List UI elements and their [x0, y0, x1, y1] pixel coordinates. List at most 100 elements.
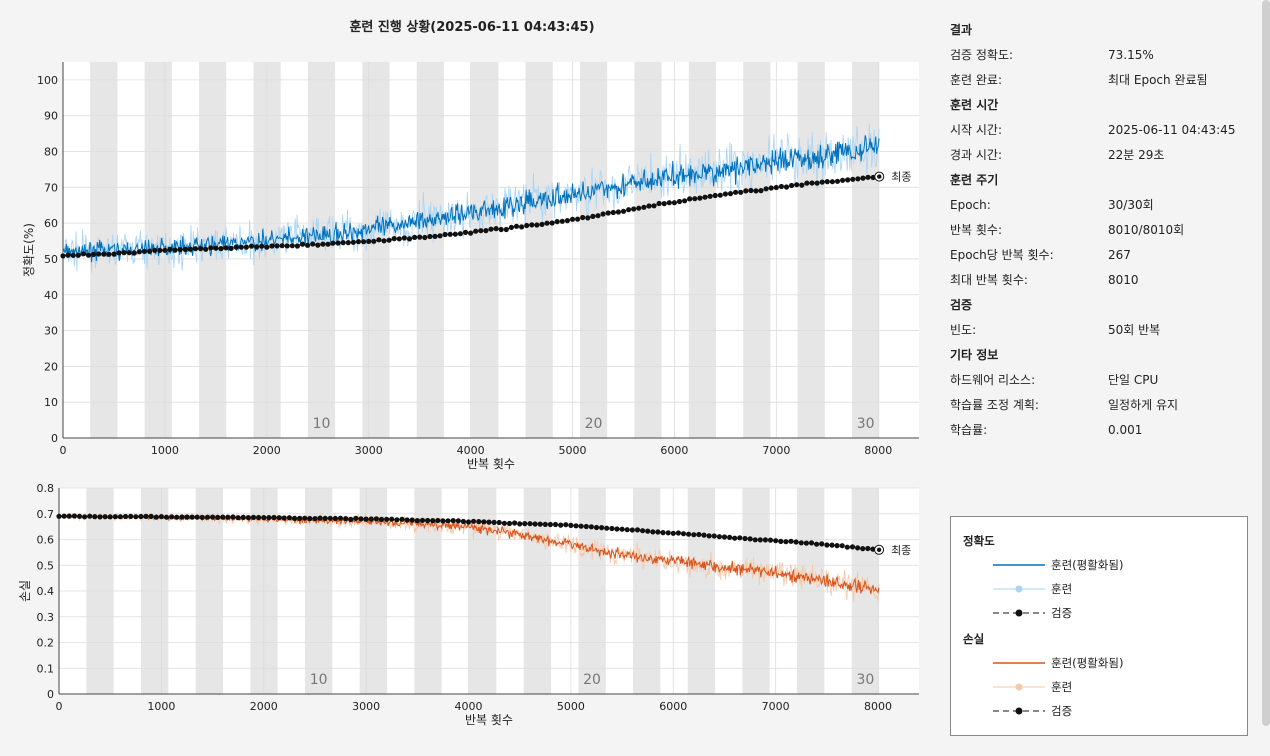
validation-point: [384, 516, 390, 522]
validation-point: [615, 209, 622, 215]
validation-point: [697, 195, 703, 201]
epoch-label: 10: [310, 672, 328, 688]
validation-point: [61, 513, 67, 519]
validation-point: [148, 513, 154, 520]
summary-row-lr-schedule: 학습률 조정 계획: 일정하게 유지: [950, 397, 1250, 413]
epoch-band: [579, 62, 608, 438]
validation-point: [544, 220, 550, 226]
summary-label: 반복 횟수:: [950, 223, 1003, 237]
validation-point: [276, 515, 282, 521]
validation-point: [712, 192, 718, 199]
validation-point: [437, 233, 443, 239]
validation-point: [717, 192, 723, 198]
validation-point: [179, 514, 185, 520]
validation-point: [376, 237, 382, 243]
validation-point: [85, 252, 92, 258]
summary-label: 하드웨어 리소스:: [950, 373, 1036, 387]
validation-point: [865, 174, 871, 180]
validation-point: [631, 206, 637, 212]
validation-point: [493, 226, 499, 232]
summary-value: 단일 CPU: [1108, 373, 1159, 387]
validation-point: [542, 521, 548, 528]
validation-point: [855, 545, 861, 551]
validation-point: [468, 230, 474, 236]
validation-point: [440, 518, 446, 524]
validation-point: [97, 514, 103, 520]
validation-point: [322, 515, 328, 522]
validation-point: [829, 542, 835, 548]
validation-point: [666, 200, 672, 206]
y-tick-label: 0.7: [37, 508, 55, 521]
validation-point: [656, 200, 662, 207]
validation-point: [106, 251, 112, 257]
validation-point: [547, 521, 554, 528]
validation-point: [476, 519, 482, 525]
summary-label: Epoch:: [950, 198, 991, 212]
series-train-raw: [62, 124, 880, 273]
validation-point: [491, 519, 497, 526]
validation-point: [758, 188, 764, 194]
validation-point: [182, 246, 188, 252]
validation-point: [269, 243, 275, 249]
validation-point: [66, 513, 72, 519]
validation-point: [752, 537, 758, 543]
validation-point: [172, 247, 178, 253]
validation-point: [722, 191, 729, 197]
y-tick-label: 30: [44, 325, 58, 338]
validation-point: [245, 515, 251, 521]
validation-point: [152, 247, 158, 253]
y-tick-label: 90: [44, 110, 58, 123]
validation-point: [163, 514, 170, 520]
x-tick-label: 8000: [864, 700, 892, 713]
validation-point: [682, 198, 688, 204]
final-label: 최종: [891, 171, 911, 184]
validation-point: [559, 218, 565, 224]
validation-point: [675, 530, 682, 536]
validation-point: [381, 238, 387, 244]
y-tick-label: 0.1: [37, 662, 55, 675]
validation-point: [409, 517, 415, 523]
final-marker-dot: [876, 547, 882, 552]
validation-point: [624, 527, 630, 533]
validation-point: [757, 537, 763, 543]
summary-row-learning-rate: 학습률: 0.001: [950, 422, 1250, 438]
validation-point: [425, 517, 431, 524]
validation-point: [340, 240, 346, 246]
validation-point: [534, 222, 540, 228]
legend-label: 검증: [1051, 606, 1073, 620]
validation-point: [203, 246, 209, 252]
vertical-scrollbar[interactable]: [1262, 0, 1270, 726]
validation-point: [133, 514, 139, 520]
y-tick-label: 60: [44, 217, 58, 230]
validation-point: [294, 243, 300, 249]
validation-point: [450, 518, 456, 524]
validation-point: [198, 246, 204, 252]
epoch-label: 20: [583, 672, 601, 688]
validation-point: [353, 515, 359, 522]
validation-point: [650, 529, 656, 535]
epoch-band: [307, 62, 336, 438]
legend-box: 정확도 훈련(평활화됨) 훈련 검증 손실 훈련(평활화됨) 훈련 검증: [950, 516, 1248, 736]
validation-point: [702, 194, 708, 200]
validation-point: [527, 521, 533, 527]
validation-point: [358, 516, 364, 522]
validation-point: [162, 247, 168, 253]
validation-point: [634, 527, 641, 533]
validation-point: [317, 515, 323, 521]
summary-row-hardware: 하드웨어 리소스: 단일 CPU: [950, 372, 1250, 388]
x-tick-label: 5000: [557, 700, 585, 713]
validation-point: [620, 208, 627, 214]
validation-point: [554, 219, 560, 225]
validation-point: [174, 514, 180, 520]
validation-point: [568, 522, 574, 529]
validation-point: [259, 243, 265, 249]
validation-point: [435, 517, 441, 524]
legend-accuracy-heading: 정확도: [963, 534, 995, 548]
validation-point: [261, 515, 267, 521]
y-tick-label: 10: [44, 396, 58, 409]
validation-point: [783, 539, 789, 545]
x-tick-label: 4000: [457, 444, 485, 457]
validation-point: [834, 178, 841, 184]
validation-point: [107, 514, 113, 520]
validation-point: [82, 514, 88, 520]
